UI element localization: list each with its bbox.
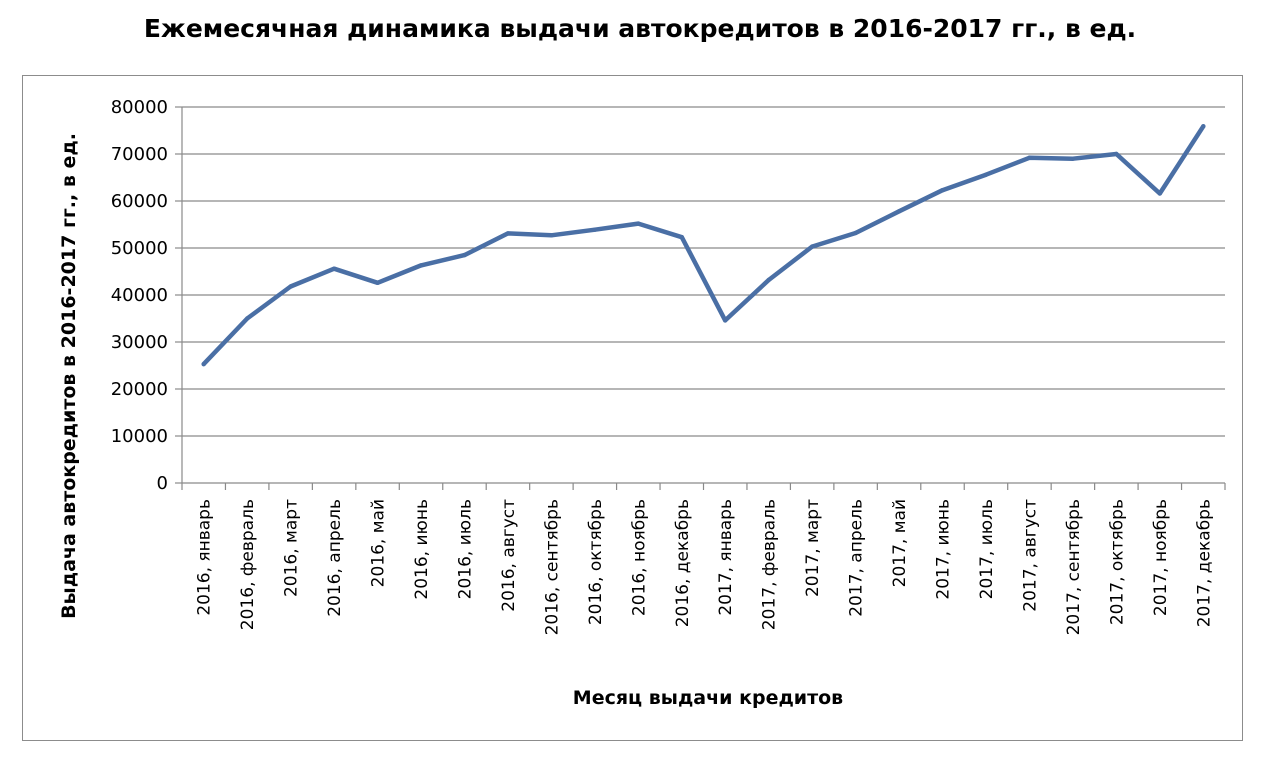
x-tick-label: 2017, апрель	[847, 499, 867, 617]
y-tick-label: 60000	[111, 191, 168, 212]
x-tick-label: 2016, апрель	[325, 499, 345, 617]
data-point	[505, 231, 511, 236]
x-tick-label: 2017, июнь	[934, 499, 954, 600]
axes	[175, 106, 1226, 490]
series-line	[201, 124, 1206, 367]
line-chart: 0 10000 20000 30000 40000 50000 60000 70000 8000…	[58, 97, 1226, 709]
data-point	[462, 252, 467, 258]
data-point	[375, 280, 380, 285]
data-point	[896, 209, 902, 214]
data-point	[983, 172, 989, 177]
x-tick-label: 2016, июнь	[412, 499, 432, 600]
y-tick-label: 70000	[111, 144, 168, 165]
data-point	[636, 221, 641, 226]
x-tick-label: 2016, январь	[195, 499, 215, 616]
x-tick-label: 2017, ноябрь	[1151, 499, 1171, 616]
x-tick-label: 2016, май	[369, 499, 389, 587]
x-tick-label: 2017, январь	[716, 499, 736, 616]
y-tick-label: 40000	[111, 285, 168, 306]
data-point	[1070, 156, 1076, 161]
x-tick-label: 2016, октябрь	[586, 499, 606, 625]
y-tick-label: 50000	[111, 238, 168, 259]
data-point	[679, 234, 684, 240]
x-tick-label: 2016, март	[282, 499, 302, 597]
gridlines	[182, 106, 1225, 437]
data-point	[288, 284, 293, 289]
series-layer	[201, 124, 1206, 367]
data-point	[549, 233, 554, 238]
data-point	[1201, 124, 1206, 129]
data-point	[940, 187, 945, 193]
y-tick-label: 0	[157, 473, 168, 494]
x-tick-label: 2017, декабрь	[1194, 499, 1214, 627]
x-tick-labels: 2016, январь 2016, февраль 2016, март 2016,…	[195, 499, 1215, 636]
x-tick-label: 2016, август	[499, 499, 519, 612]
data-point	[766, 277, 771, 283]
x-tick-label: 2017, октябрь	[1107, 499, 1127, 625]
x-tick-label: 2017, сентябрь	[1064, 499, 1084, 635]
data-point	[1114, 151, 1119, 157]
x-tick-label: 2016, сентябрь	[542, 499, 562, 635]
y-tick-label: 80000	[111, 97, 168, 118]
chart-title: Ежемесячная динамика выдачи автокредитов…	[143, 14, 1137, 43]
x-tick-label: 2016, ноябрь	[629, 499, 649, 616]
data-point	[201, 361, 206, 367]
data-point	[809, 244, 815, 249]
y-axis-title: Выдача автокредитов в 2016-2017 гг., в е…	[58, 133, 80, 619]
chart-frame: 0 10000 20000 30000 40000 50000 60000 70000 8000…	[22, 75, 1243, 741]
x-tick-label: 2017, февраль	[760, 499, 780, 630]
data-point	[244, 316, 250, 321]
x-tick-label: 2017, март	[803, 499, 823, 597]
data-point	[331, 266, 337, 271]
x-tick-label: 2017, июль	[977, 499, 997, 599]
y-tick-labels: 0 10000 20000 30000 40000 50000 60000 70000 8000…	[111, 97, 168, 494]
y-tick-label: 30000	[111, 332, 168, 353]
data-point	[1157, 191, 1163, 196]
x-tick-label: 2017, май	[890, 499, 910, 587]
x-tick-label: 2016, февраль	[238, 499, 258, 630]
x-tick-label: 2016, декабрь	[673, 499, 693, 627]
x-tick-label: 2017, август	[1020, 499, 1040, 612]
data-point	[592, 227, 598, 232]
data-point	[853, 230, 858, 236]
x-axis-title: Месяц выдачи кредитов	[573, 687, 843, 709]
y-tick-label: 20000	[111, 379, 168, 400]
x-tick-label: 2016, июль	[455, 499, 475, 599]
y-tick-label: 10000	[111, 426, 168, 447]
data-point	[418, 263, 424, 268]
data-point	[1027, 155, 1032, 160]
data-point	[723, 318, 728, 323]
